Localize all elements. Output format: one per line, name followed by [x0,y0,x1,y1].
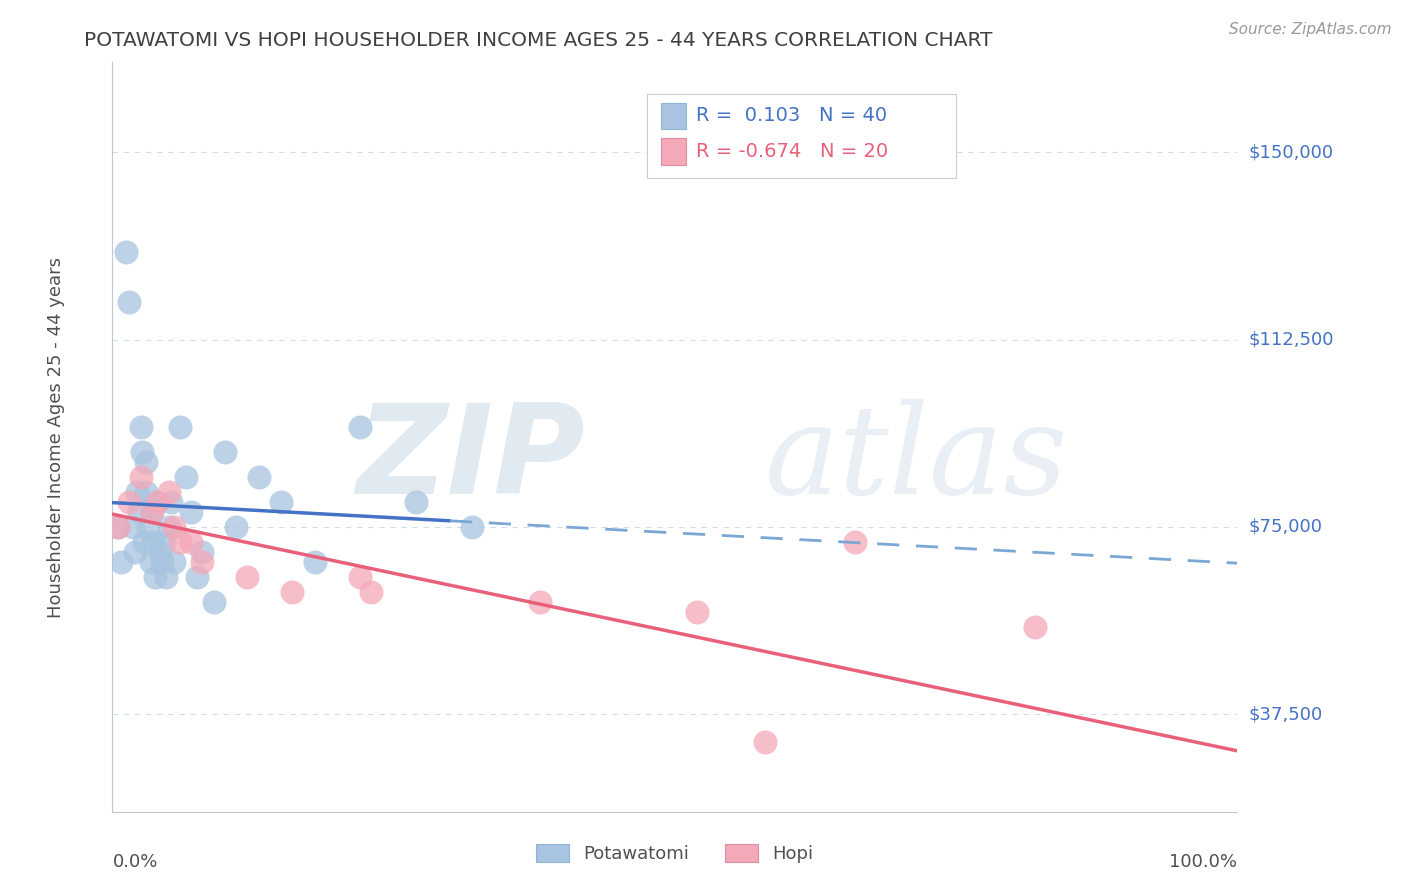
Point [150,555,173,569]
Point [163,520,186,534]
Point [127,485,149,500]
Point [349,420,371,434]
Point [686,605,709,619]
Point [146,495,169,509]
Point [129,420,152,434]
Point [180,535,202,549]
Text: R = -0.674   N = 20: R = -0.674 N = 20 [696,142,889,161]
Point [1192,835,1215,849]
Point [304,555,326,569]
Point [115,245,138,260]
Point [281,585,304,599]
Text: $112,500: $112,500 [1249,331,1334,349]
Point [153,535,176,549]
Point [169,535,191,549]
Legend: Potawatomi, Hopi: Potawatomi, Hopi [529,837,821,870]
Point [174,470,197,484]
Point [155,570,177,584]
Point [270,495,292,509]
Point [131,445,153,459]
Text: $75,000: $75,000 [1249,518,1323,536]
Text: $150,000: $150,000 [1249,144,1333,161]
Text: R =  0.103   N = 40: R = 0.103 N = 40 [696,106,887,126]
Point [118,295,141,310]
Text: $37,500: $37,500 [1249,706,1323,723]
Text: 100.0%: 100.0% [1170,853,1237,871]
Point [349,570,371,584]
Point [132,535,155,549]
Text: POTAWATOMI VS HOPI HOUSEHOLDER INCOME AGES 25 - 44 YEARS CORRELATION CHART: POTAWATOMI VS HOPI HOUSEHOLDER INCOME AG… [84,31,993,50]
Point [360,585,382,599]
Text: atlas: atlas [765,399,1069,520]
Point [214,445,236,459]
Point [461,520,484,534]
Point [141,505,163,519]
Point [844,535,866,549]
Point [191,545,214,559]
Text: Householder Income Ages 25 - 44 years: Householder Income Ages 25 - 44 years [48,257,65,617]
Point [180,505,202,519]
Point [121,520,143,534]
Point [141,505,163,519]
Point [191,555,214,569]
Text: Source: ZipAtlas.com: Source: ZipAtlas.com [1229,22,1392,37]
Point [163,555,186,569]
Point [157,520,180,534]
Point [118,495,141,509]
Text: 0.0%: 0.0% [112,853,157,871]
Point [129,470,152,484]
Point [138,520,160,534]
Point [142,535,165,549]
Point [157,485,180,500]
Point [405,495,427,509]
Point [149,545,172,559]
Point [1024,620,1046,634]
Point [169,420,191,434]
Point [146,495,169,509]
Point [107,520,129,534]
Point [160,495,183,509]
Point [247,470,270,484]
Point [143,570,166,584]
Point [135,485,157,500]
Point [236,570,259,584]
Point [107,520,129,534]
Point [754,735,776,749]
Point [110,555,132,569]
Point [529,595,551,609]
Point [128,505,150,519]
Point [202,595,225,609]
Point [139,555,162,569]
Point [225,520,247,534]
Text: ZIP: ZIP [356,399,585,520]
Point [124,545,146,559]
Point [186,570,208,584]
Point [135,455,157,469]
